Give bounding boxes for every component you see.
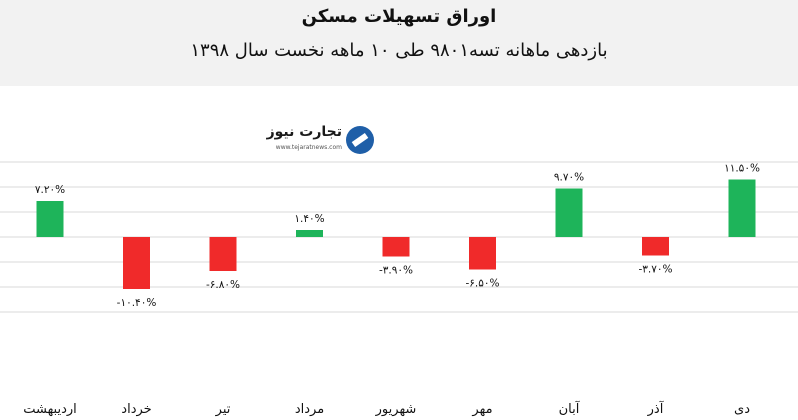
bar <box>555 188 583 237</box>
data-label: ۱۱.۵۰% <box>724 163 760 175</box>
category-label: آذر <box>647 400 665 417</box>
chart-header: اوراق تسهیلات مسکن بازدهی ماهانه تسه۹۸۰۱… <box>0 0 798 86</box>
category-label: دی <box>734 402 750 417</box>
chart-title: اوراق تسهیلات مسکن <box>301 6 497 27</box>
bar <box>296 230 323 237</box>
data-label: -۱۰.۴۰% <box>117 297 157 309</box>
bar <box>36 201 64 237</box>
data-label: -۶.۵۰% <box>465 278 499 290</box>
bar <box>469 237 496 270</box>
bar <box>123 237 150 289</box>
logo-url: www.tejaratnews.com <box>275 144 342 151</box>
data-label: -۳.۹۰% <box>379 265 413 277</box>
data-label: ۷.۲۰% <box>35 184 65 196</box>
chart-subtitle: بازدهی ماهانه تسه۹۸۰۱ طی ۱۰ ماهه نخست سا… <box>190 40 608 61</box>
data-label: -۶.۸۰% <box>206 279 240 291</box>
data-label: -۳.۷۰% <box>638 264 672 276</box>
data-label: ۹.۷۰% <box>554 172 584 184</box>
category-label: آبان <box>559 400 581 417</box>
category-label: اردیبهشت <box>23 402 77 417</box>
bar <box>728 179 756 237</box>
bar <box>382 237 410 257</box>
brand-logo: تجارت نیوز www.tejaratnews.com <box>258 122 378 160</box>
category-label: مرداد <box>295 402 324 417</box>
bar <box>209 237 237 271</box>
category-label: مهر <box>471 402 492 417</box>
category-label: شهریور <box>375 402 417 417</box>
category-label: تیر <box>215 402 231 417</box>
logo-name: تجارت نیوز <box>266 124 342 140</box>
data-label: ۱.۴۰% <box>294 213 324 225</box>
bar <box>642 237 669 256</box>
category-label: خرداد <box>121 402 151 417</box>
logo-mark-icon <box>346 126 374 154</box>
